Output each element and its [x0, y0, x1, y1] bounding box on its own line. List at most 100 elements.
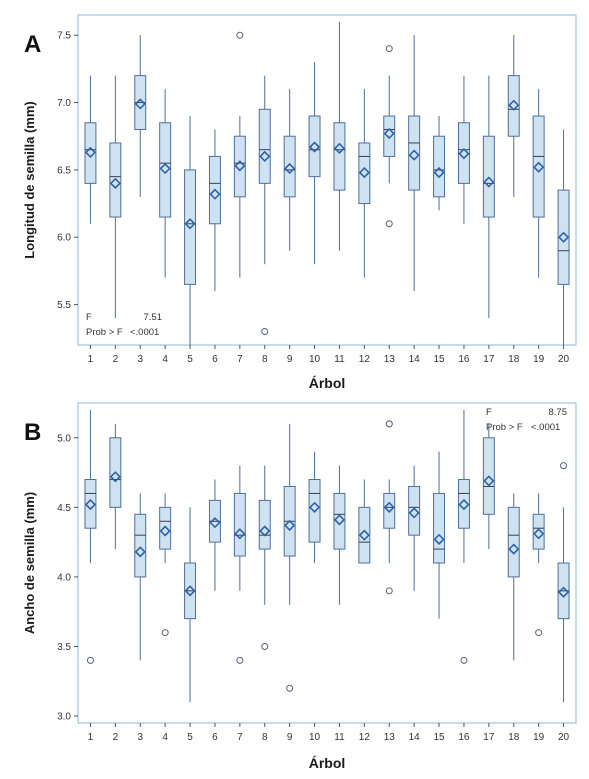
panel-b-y-axis-title: Ancho de semilla (mm): [22, 492, 37, 634]
iqr-box: [358, 142, 371, 205]
panel-a-boxes: [84, 21, 570, 345]
panel-a-box-tree-10: [308, 62, 321, 265]
mean-diamond: [109, 471, 121, 483]
panel-b-box-tree-8: [258, 465, 271, 650]
outlier-point: [385, 420, 393, 428]
mean-diamond: [383, 127, 395, 140]
outlier-point: [560, 462, 568, 470]
iqr-box: [233, 492, 246, 557]
panel-a-x-tick-label: 20: [558, 354, 570, 365]
outlier-point: [86, 656, 94, 664]
mean-diamond: [483, 176, 495, 188]
outlier-point: [236, 656, 244, 664]
panel-b-box-tree-13: [383, 420, 396, 595]
panel-b-x-tick-label: 15: [433, 732, 445, 743]
outlier-point: [460, 656, 468, 664]
panel-a-prob-value: <.0001: [130, 327, 159, 338]
panel-a-y-axis: 5.5 6.0 6.5 7.0 7.5: [57, 31, 78, 311]
mean-diamond: [84, 146, 97, 159]
mean-diamond: [358, 166, 370, 179]
mean-diamond: [508, 543, 520, 555]
panel-a-x-axis: 1 2 3 4 5 6 7 8 9 10 11 12 13 14 15 16 17 18 19 20: [88, 345, 570, 365]
panel-a-box-tree-18: [507, 35, 520, 197]
outlier-point: [161, 629, 169, 637]
panel-a-box-tree-7: [233, 31, 246, 278]
mean-diamond: [308, 141, 321, 153]
panel-b-y-tick-label: 3.5: [57, 642, 71, 653]
mean-diamond: [84, 498, 97, 511]
panel-b-x-tick-label: 2: [113, 732, 119, 743]
panel-b-box-tree-10: [308, 451, 321, 563]
panel-b-box-tree-20: [557, 462, 570, 703]
panel-b-anova-stats: F 8.75 Prob > F <.0001: [486, 407, 567, 433]
mean-diamond: [109, 177, 121, 189]
panel-a-x-tick-label: 7: [237, 354, 243, 365]
iqr-box: [433, 492, 446, 564]
panel-a-box-tree-9: [283, 89, 296, 251]
panel-b-x-tick-label: 1: [88, 732, 94, 743]
mean-diamond: [358, 529, 370, 541]
panel-a-x-tick-label: 8: [262, 354, 268, 365]
outlier-point: [385, 587, 393, 595]
panel-b-plot-frame: [77, 402, 577, 724]
mean-diamond: [557, 231, 570, 243]
mean-diamond: [483, 475, 495, 487]
panel-b-box-tree-6: [208, 479, 221, 591]
mean-diamond: [533, 528, 545, 540]
iqr-box: [134, 513, 147, 578]
panel-a-x-tick-label: 19: [533, 354, 545, 365]
panel-a-x-axis-title: Árbol: [309, 375, 346, 391]
mean-diamond: [234, 160, 246, 172]
panel-b-x-tick-label: 14: [409, 732, 421, 743]
mean-diamond: [333, 514, 346, 526]
panel-b-x-axis-title: Árbol: [309, 755, 346, 771]
panel-b-box-tree-17: [482, 423, 495, 550]
iqr-box: [159, 122, 172, 218]
panel-a-box-tree-2: [109, 75, 122, 319]
panel-b-prob-value: <.0001: [531, 422, 560, 433]
panel-a-f-label: F: [86, 312, 92, 323]
panel-a-box-tree-4: [159, 89, 172, 278]
mean-diamond: [209, 188, 221, 200]
panel-b-x-axis: 1 2 3 4 5 6 7 8 9 10 11 12 13 14 15 16 17 18 19 20: [88, 723, 570, 743]
mean-diamond: [408, 507, 420, 519]
iqr-box: [308, 115, 321, 178]
outlier-point: [385, 45, 393, 53]
panel-a-x-tick-label: 4: [162, 354, 168, 365]
mean-diamond: [159, 525, 171, 537]
mean-diamond: [333, 142, 346, 154]
mean-diamond: [408, 149, 420, 161]
mean-diamond: [433, 166, 445, 179]
iqr-box: [159, 506, 172, 550]
panel-b-x-tick-label: 13: [384, 732, 396, 743]
panel-a-box-tree-6: [208, 129, 221, 292]
iqr-box: [532, 513, 545, 550]
mean-diamond: [383, 501, 395, 513]
iqr-box: [333, 122, 346, 191]
panel-b-box-tree-2: [109, 423, 122, 550]
panel-a-y-tick-label: 6.0: [57, 233, 71, 244]
panel-a-x-tick-label: 6: [212, 354, 218, 365]
panel-a-box-tree-8: [258, 75, 271, 336]
panel-a-y-tick-label: 5.5: [57, 300, 71, 311]
panel-a-box-tree-15: [433, 116, 446, 211]
panel-b-y-tick-label: 4.0: [57, 572, 71, 583]
panel-b-box-tree-14: [408, 465, 421, 591]
mean-diamond: [433, 533, 445, 545]
panel-a-box-tree-1: [84, 75, 97, 224]
panel-a-x-tick-label: 14: [409, 354, 421, 365]
iqr-box: [109, 142, 122, 218]
panel-a-box-tree-5: [184, 116, 197, 345]
panel-b-y-axis: 3.0 3.5 4.0 4.5 5.0: [57, 433, 78, 723]
panel-a-box-tree-12: [358, 89, 371, 278]
panel-a-anova-stats: F 7.51 Prob > F <.0001: [86, 312, 162, 338]
mean-diamond: [259, 525, 271, 537]
panel-a-box-tree-16: [457, 75, 470, 224]
iqr-box: [258, 108, 271, 184]
panel-a-label: A: [24, 31, 41, 58]
outlier-point: [261, 328, 269, 336]
iqr-box: [532, 115, 545, 218]
panel-a-x-tick-label: 1: [88, 354, 94, 365]
panel-b-f-value: 8.75: [549, 407, 568, 418]
